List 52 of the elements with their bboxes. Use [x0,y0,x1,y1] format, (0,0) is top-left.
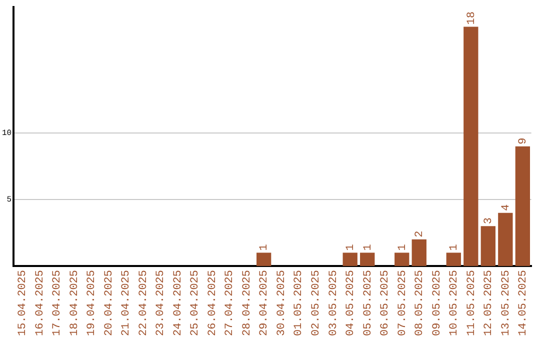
x-tick-label: 01.05.2025 [293,270,306,336]
x-tick-label: 28.04.2025 [241,270,254,336]
y-tick-label: 5 [6,196,12,205]
bar [480,226,496,266]
x-tick-label: 16.04.2025 [34,270,46,336]
x-tick-label: 19.04.2025 [86,270,98,336]
x-tick-label: 15.04.2025 [17,270,30,336]
x-tick-label: 29.04.2025 [258,270,271,336]
x-tick-label: 22.04.2025 [138,270,150,336]
x-tick-label: 13.05.2025 [500,270,512,336]
x-tick-label: 18.04.2025 [68,270,81,336]
x-tick-label: 07.05.2025 [396,270,409,336]
data-label: 1 [362,244,374,251]
x-tick-label: 09.05.2025 [431,270,444,336]
bar [342,252,358,266]
x-tick-label: 10.05.2025 [448,270,461,336]
data-label: 3 [483,218,496,224]
x-tick-label: 12.05.2025 [483,270,496,336]
data-label: 1 [258,244,271,251]
x-tick-label: 04.05.2025 [345,270,358,336]
x-tick-label: 21.04.2025 [120,270,133,336]
x-tick-label: 26.04.2025 [206,270,219,336]
bar [360,252,375,266]
bar [446,252,461,266]
data-label: 2 [414,230,426,238]
bar [394,252,410,266]
x-tick-label: 17.04.2025 [52,270,64,336]
x-tick-label: 30.04.2025 [276,270,288,336]
bar [412,239,426,266]
bar [256,252,272,266]
x-tick-label: 20.04.2025 [103,270,116,336]
x-tick-label: 24.04.2025 [172,270,184,336]
bar [464,26,478,266]
y-tick-label: 10 [2,129,12,138]
x-tick-label: 02.05.2025 [310,270,322,336]
data-label: 9 [518,138,530,144]
data-label: 1 [345,244,358,251]
x-tick-label: 25.04.2025 [190,270,202,336]
x-tick-label: 11.05.2025 [466,270,478,336]
data-label: 18 [466,12,478,25]
x-tick-label: 05.05.2025 [362,270,374,336]
x-tick-label: 27.04.2025 [224,270,236,336]
x-tick-label: 23.04.2025 [155,270,168,336]
bar [498,212,513,266]
data-label: 1 [448,244,461,251]
x-tick-label: 03.05.2025 [328,270,340,336]
data-label: 1 [396,244,409,251]
x-tick-label: 08.05.2025 [414,270,426,336]
x-tick-label: 06.05.2025 [380,270,392,336]
bar [515,146,530,266]
x-tick-label: 14.05.2025 [518,270,530,336]
data-label: 4 [500,204,512,211]
